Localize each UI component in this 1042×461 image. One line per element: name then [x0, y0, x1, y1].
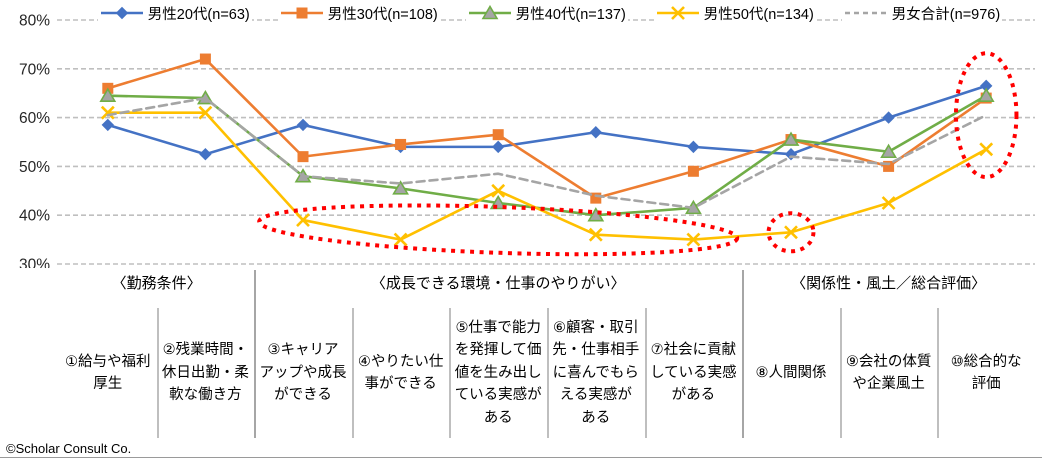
marker-square	[687, 165, 699, 177]
y-tick-label: 80%	[19, 13, 50, 30]
marker-x	[296, 213, 310, 227]
series-line	[106, 57, 988, 200]
legend-label: 男性50代(n=134)	[703, 6, 814, 23]
bottom-divider	[0, 457, 1042, 458]
marker-diamond	[589, 126, 602, 139]
marker-diamond	[492, 140, 505, 154]
y-tick-label: 40%	[19, 208, 50, 225]
category-divider	[352, 308, 354, 438]
legend-item: 男性40代(n=137)	[465, 2, 628, 24]
category-divider	[157, 308, 159, 438]
marker-square	[199, 53, 211, 65]
marker-triangle	[392, 180, 409, 195]
marker-triangle	[782, 131, 800, 146]
category-divider	[547, 308, 549, 438]
series-line	[106, 96, 988, 210]
series-line	[106, 84, 988, 156]
category-divider	[840, 308, 842, 438]
marker-diamond	[199, 148, 212, 161]
x-axis-labels: 〈勤務条件〉 〈成長できる環境・仕事のやりがい〉 〈関係性・風土／総合評価〉 ①給与…	[0, 270, 1042, 442]
marker-square	[883, 160, 895, 172]
category-label: ⑤仕事で能力 を発揮して価 値を生み出し ている実感が ある	[454, 319, 542, 426]
category-divider	[645, 308, 647, 438]
category-label-row: ①給与や福利 厚生 ②残業時間・ 休日出勤・柔 軟な働き方 ③キャリア アップや成長…	[0, 306, 1042, 440]
legend-item: 男性30代(n=108)	[277, 2, 440, 24]
marker-triangle	[587, 207, 605, 222]
marker-diamond	[101, 118, 114, 132]
y-tick-label: 30%	[19, 257, 50, 269]
highlight-ellipse	[257, 203, 740, 257]
marker-triangle	[880, 143, 897, 159]
marker-x	[491, 183, 506, 198]
category-divider	[449, 308, 451, 438]
plot-area: 80% 70% 60% 50% 40% 30%	[19, 13, 1035, 269]
marker-x	[198, 105, 213, 120]
legend-marker-none	[844, 11, 887, 15]
legend-marker-x	[656, 6, 699, 20]
y-tick-label: 70%	[19, 61, 50, 78]
marker-square	[590, 192, 602, 204]
series-line	[106, 111, 988, 241]
group-divider	[742, 270, 744, 438]
marker-diamond	[296, 118, 310, 132]
chart-legend: 男性20代(n=63) 男性30代(n=108) 男性40代(n=137) 男性50代…	[58, 2, 1042, 24]
y-tick-label: 50%	[19, 159, 50, 176]
marker-triangle	[977, 87, 995, 102]
group-divider	[254, 270, 256, 438]
marker-x	[881, 196, 896, 210]
category-label: ⑨会社の体質 や企業風土	[845, 353, 932, 393]
marker-x	[393, 232, 408, 247]
legend-label: 男性20代(n=63)	[147, 6, 250, 23]
legend-label: 男性40代(n=137)	[515, 6, 626, 23]
highlight-ellipse	[953, 51, 1019, 180]
legend-item: 男性20代(n=63)	[97, 2, 252, 24]
legend-marker-triangle	[468, 5, 511, 20]
marker-x	[100, 105, 115, 120]
category-label: ⑧人間関係	[755, 364, 827, 381]
category-label: ⑥顧客・取引 先・仕事相手 に喜んでもら える実感が ある	[552, 319, 640, 426]
category-label: ③キャリア アップや成長 ができる	[259, 342, 347, 404]
category-group-label: 〈勤務条件〉	[111, 275, 202, 292]
copyright-note: ©Scholar Consult Co.	[6, 441, 132, 456]
legend-label: 男性30代(n=108)	[327, 6, 438, 23]
category-group-label: 〈成長できる環境・仕事のやりがい〉	[370, 275, 626, 292]
marker-triangle	[99, 87, 117, 102]
legend-label: 男女合計(n=976)	[891, 6, 1001, 23]
legend-item: 男女合計(n=976)	[841, 2, 1003, 24]
marker-x	[979, 142, 994, 157]
marker-x	[686, 232, 701, 247]
marker-square	[395, 138, 407, 150]
category-group-row: 〈勤務条件〉 〈成長できる環境・仕事のやりがい〉 〈関係性・風土／総合評価〉	[0, 272, 1042, 306]
category-label: ⑩総合的な 評価	[950, 353, 1022, 393]
marker-square	[492, 129, 504, 141]
category-group-label: 〈関係性・風土／総合評価〉	[791, 275, 987, 292]
marker-diamond	[882, 111, 895, 124]
y-tick-label: 60%	[19, 110, 50, 127]
marker-x	[588, 227, 603, 242]
legend-marker-square	[280, 7, 323, 19]
legend-marker-diamond	[100, 6, 143, 20]
legend-item: 男性50代(n=134)	[653, 2, 816, 24]
marker-x	[784, 225, 798, 240]
category-label: ④やりたい仕 事ができる	[357, 353, 444, 393]
series-line	[106, 94, 988, 217]
marker-square	[297, 151, 309, 163]
highlight-ellipse	[766, 211, 816, 254]
marker-diamond	[980, 79, 993, 93]
category-label: ②残業時間・ 休日出勤・柔 軟な働き方	[161, 342, 249, 404]
marker-diamond	[687, 140, 700, 154]
category-label: ⑦社会に貢献 している実感 がある	[650, 342, 737, 404]
category-divider	[937, 308, 939, 438]
category-label: ①給与や福利 厚生	[65, 353, 151, 393]
